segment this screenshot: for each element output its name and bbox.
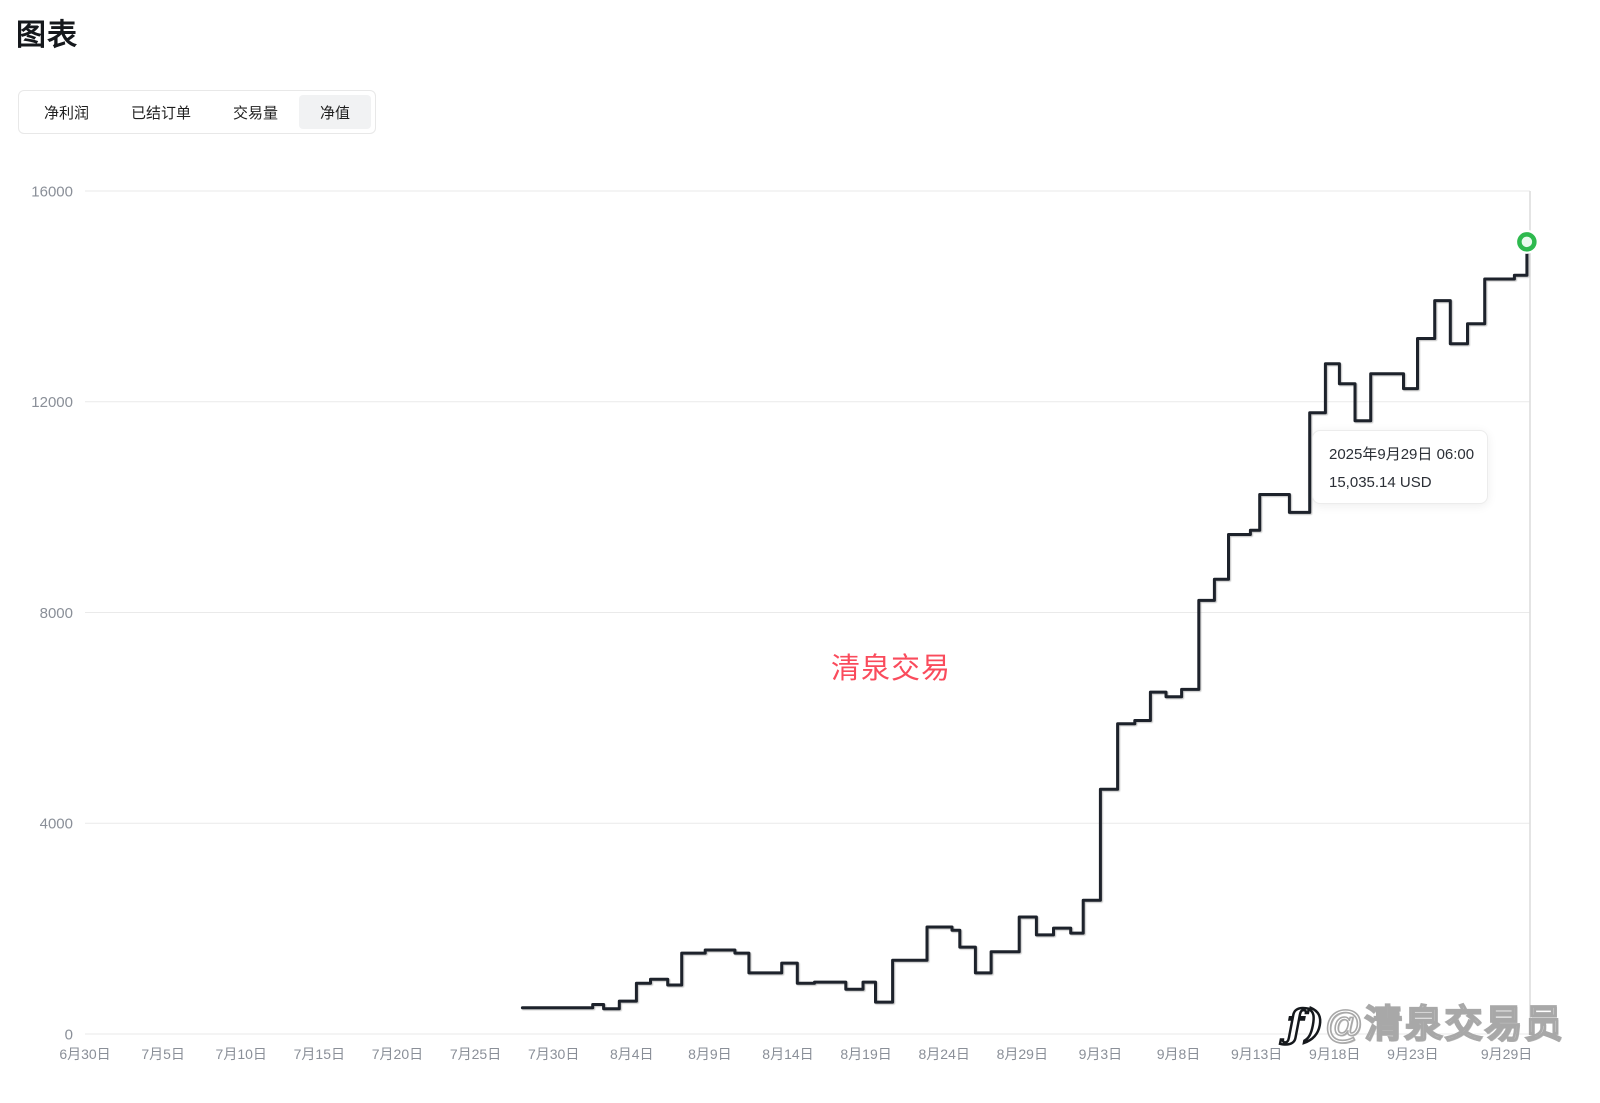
x-axis-label: 7月30日 <box>528 1046 579 1062</box>
x-axis-label: 8月19日 <box>840 1046 891 1062</box>
signature-logo-icon: ƒ) <box>1286 1000 1326 1048</box>
latest-point-marker[interactable] <box>1517 232 1537 252</box>
y-axis-label: 4000 <box>40 816 73 833</box>
x-axis-label: 9月8日 <box>1157 1046 1201 1062</box>
x-axis-label: 9月23日 <box>1387 1046 1438 1062</box>
tab-volume[interactable]: 交易量 <box>233 104 279 122</box>
tab-closed-orders[interactable]: 已结订单 <box>131 104 192 122</box>
y-axis-label: 8000 <box>40 605 73 622</box>
x-axis-label: 9月29日 <box>1481 1046 1532 1062</box>
x-axis-label: 8月29日 <box>997 1046 1048 1062</box>
x-axis-label: 9月3日 <box>1079 1046 1123 1062</box>
x-axis-label: 7月15日 <box>294 1046 345 1062</box>
chart-tooltip: 2025年9月29日 06:00 15,035.14 USD <box>1312 430 1488 504</box>
brand-watermark: 清泉交易 <box>831 653 952 685</box>
signature-watermark: ƒ)@清泉交易员 <box>1286 993 1565 1048</box>
tooltip-value: 15,035.14 USD <box>1329 474 1432 491</box>
x-axis-label: 9月13日 <box>1231 1046 1282 1062</box>
x-axis-label: 7月5日 <box>141 1046 185 1062</box>
x-axis-label: 8月4日 <box>610 1046 654 1062</box>
tooltip-date: 2025年9月29日 06:00 <box>1329 446 1475 463</box>
tab-net-profit[interactable]: 净利润 <box>44 104 90 122</box>
chart-tabbar: 净利润 已结订单 交易量 净值 <box>18 90 377 134</box>
x-axis-label: 6月30日 <box>59 1046 110 1062</box>
page-title: 图表 <box>16 19 78 52</box>
x-axis-label: 8月9日 <box>688 1046 732 1062</box>
tab-equity[interactable]: 净值 <box>299 95 372 129</box>
x-axis-label: 7月10日 <box>216 1046 267 1062</box>
y-axis-label: 0 <box>65 1026 73 1043</box>
signature-text: @清泉交易员 <box>1325 1003 1565 1047</box>
equity-line <box>520 240 1529 1011</box>
x-axis-label: 7月25日 <box>450 1046 501 1062</box>
y-axis-label: 16000 <box>31 183 73 200</box>
x-axis-label: 8月24日 <box>919 1046 970 1062</box>
y-axis-label: 12000 <box>31 394 73 411</box>
x-axis-label: 9月18日 <box>1309 1046 1360 1062</box>
x-axis-label: 7月20日 <box>372 1046 423 1062</box>
x-axis-label: 8月14日 <box>762 1046 813 1062</box>
